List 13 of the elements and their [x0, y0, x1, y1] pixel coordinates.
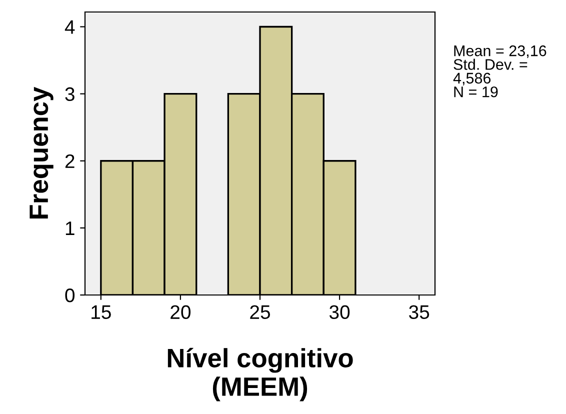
x-tick-label: 25	[250, 305, 270, 320]
x-tick-label: 30	[329, 305, 350, 320]
y-tick-label: 2	[65, 154, 74, 168]
x-tick-label: 35	[409, 305, 430, 320]
y-tick-label: 4	[64, 20, 75, 34]
x-axis-title: Nível cognitivo (MEEM)	[168, 348, 353, 402]
y-axis-title: Frequency	[30, 86, 54, 218]
y-tick-label: 3	[65, 87, 74, 102]
x-tick-label: 20	[170, 305, 191, 320]
y-tick-label: 1	[66, 222, 74, 235]
x-tick-label: 15	[92, 305, 111, 320]
y-tick-label: 0	[65, 288, 75, 302]
text: Mean = 23,16 Std. Dev. = 4,586 N = 19	[453, 45, 546, 98]
